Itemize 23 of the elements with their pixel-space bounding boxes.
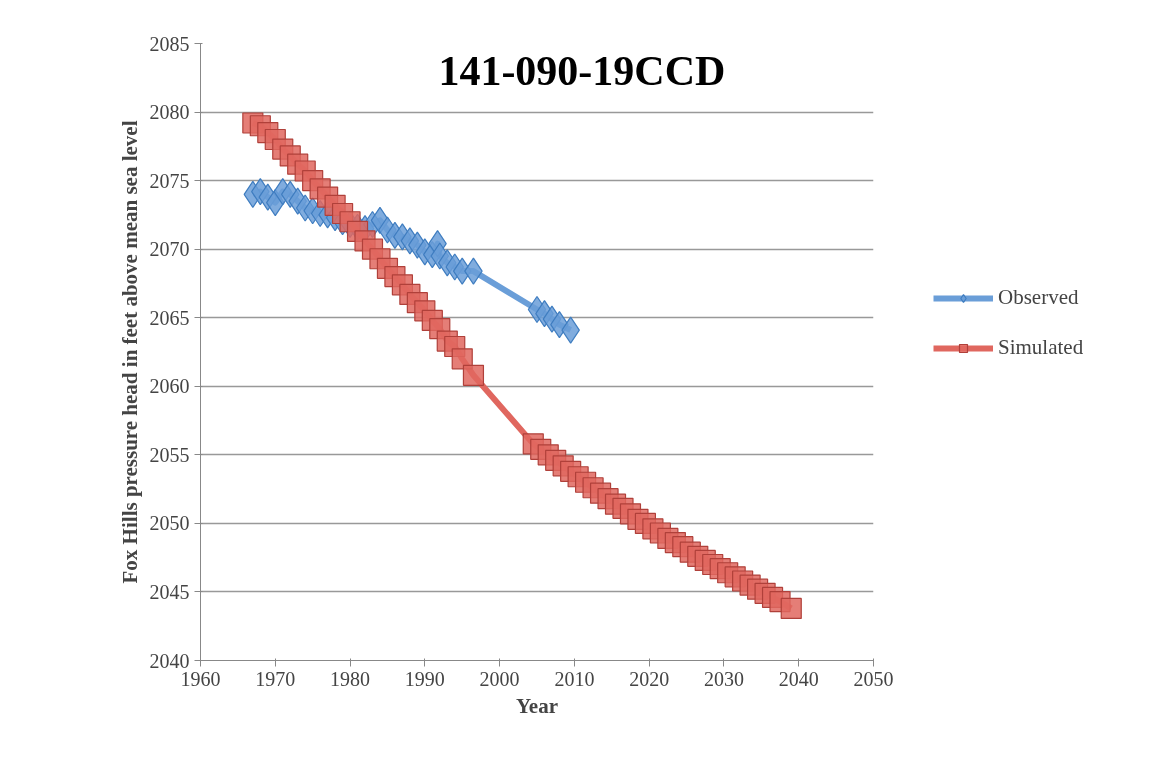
x-tick-label: 1990 — [404, 667, 445, 690]
y-axis-title: Fox Hills pressure head in feet above mean sea level — [117, 120, 142, 584]
y-tick-label: 2070 — [149, 238, 190, 261]
x-tick-label: 2000 — [479, 667, 520, 690]
y-tick-label: 2055 — [149, 443, 190, 466]
x-axis-title: Year — [516, 693, 558, 718]
legend-label: Observed — [998, 285, 1079, 310]
x-tick-label: 2040 — [778, 667, 819, 690]
x-tick-label: 1980 — [330, 667, 371, 690]
y-tick-label: 2080 — [149, 101, 190, 124]
x-tick-label: 2050 — [853, 667, 894, 690]
chart-title: 141-090-19CCD — [438, 47, 726, 94]
y-tick-label: 2045 — [149, 580, 190, 603]
y-tick-label: 2085 — [149, 32, 190, 55]
y-tick-label: 2075 — [149, 169, 190, 192]
x-tick-label: 2020 — [629, 667, 670, 690]
legend-label: Simulated — [998, 335, 1084, 360]
x-tick-label: 1970 — [255, 667, 296, 690]
x-tick-label: 2010 — [554, 667, 595, 690]
x-tick-label: 2030 — [703, 667, 744, 690]
y-tick-label: 2065 — [149, 306, 190, 329]
y-tick-label: 2060 — [149, 375, 190, 398]
y-tick-label: 2050 — [149, 512, 190, 535]
